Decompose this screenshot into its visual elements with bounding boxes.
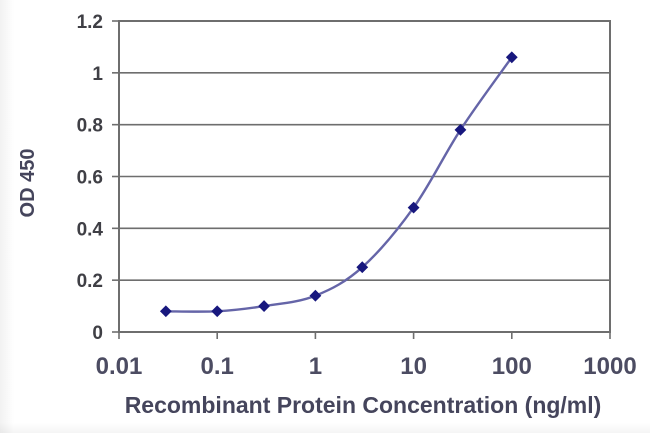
tick-marks-layer — [112, 20, 611, 339]
data-point-marker — [454, 123, 467, 136]
y-tick-label: 1 — [92, 64, 103, 85]
y-axis-label: OD 450 — [17, 149, 39, 218]
x-axis-label: Recombinant Protein Concentration (ng/ml… — [125, 392, 602, 418]
x-tick-label: 100 — [492, 353, 532, 380]
data-series-layer — [159, 51, 518, 318]
data-point-marker — [159, 305, 172, 318]
y-tick-label: 0.4 — [77, 219, 104, 240]
tick-labels-layer: 0 0.2 0.4 0.6 0.8 1 1.2 0.01 0.1 1 10 100 1000 — [77, 12, 637, 380]
data-point-marker — [258, 300, 270, 312]
x-tick-label: 0.1 — [201, 353, 234, 380]
x-tick-label: 1000 — [583, 353, 636, 380]
data-point-marker — [356, 261, 369, 274]
gridlines-layer — [118, 20, 611, 333]
y-tick-label: 0.2 — [77, 271, 103, 292]
y-tick-label: 1.2 — [77, 12, 103, 33]
data-point-marker — [407, 201, 420, 214]
y-tick-label: 0.6 — [77, 168, 103, 189]
y-tick-label: 0 — [92, 323, 103, 344]
x-tick-label: 1 — [309, 353, 322, 380]
y-tick-label: 0.8 — [77, 116, 103, 137]
data-point-marker — [505, 51, 518, 64]
data-point-marker — [309, 289, 322, 302]
data-point-marker — [211, 305, 224, 318]
x-tick-label: 10 — [400, 353, 427, 380]
standard-curve-line — [164, 56, 513, 313]
x-tick-label: 0.01 — [96, 353, 143, 380]
